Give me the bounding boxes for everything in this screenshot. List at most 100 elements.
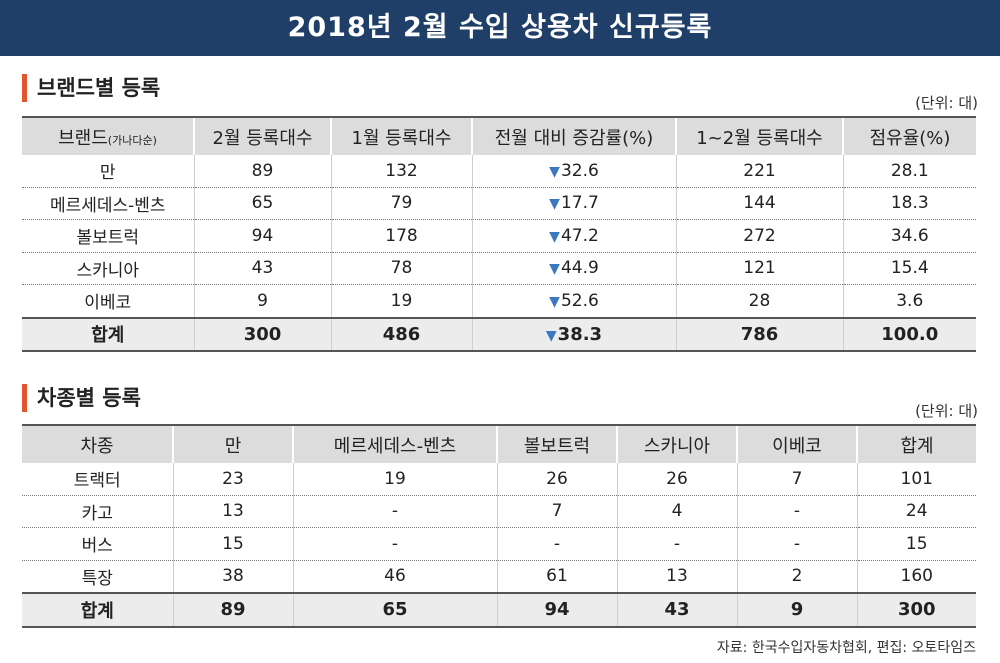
feb-count: 65 [193,187,331,220]
cell-value: 24 [856,495,976,528]
cell-value: 160 [856,560,976,594]
cell-value: 2 [736,560,857,594]
cell-value: - [292,527,497,561]
cell-value: 7 [736,463,857,496]
mom-change: ▼17.7 [471,187,676,220]
total-label: 합계 [22,592,173,628]
down-arrow-icon: ▼ [549,228,560,245]
cell-value: 26 [496,463,617,496]
cell-value: 101 [856,463,976,496]
cell-value: 13 [172,495,293,528]
down-arrow-icon: ▼ [549,163,560,180]
table-row: 볼보트럭 94 178 ▼47.2 272 34.6 [22,219,976,253]
cell-value: - [736,495,857,528]
vehicle-type: 트랙터 [22,463,173,496]
scania-col-header: 스카니아 [616,424,737,463]
mom-change: ▼47.2 [471,219,676,253]
mom-change: ▼32.6 [471,155,676,188]
jan-feb-count: 221 [675,155,843,188]
iveco-col-header: 이베코 [736,424,857,463]
jan-feb-count: 121 [675,252,843,285]
table-row: 특장 38 46 61 13 2 160 [22,560,976,594]
share: 28.1 [842,155,976,188]
table-row: 스카니아 43 78 ▼44.9 121 15.4 [22,252,976,285]
cell-value: - [292,495,497,528]
share: 3.6 [842,284,976,318]
table-row: 카고 13 - 7 4 - 24 [22,495,976,528]
mom-change: ▼44.9 [471,252,676,285]
jan-feb-count: 144 [675,187,843,220]
vehicle-type: 버스 [22,527,173,561]
feb-count: 94 [193,219,331,253]
jan-count: 78 [330,252,472,285]
share: 18.3 [842,187,976,220]
share: 15.4 [842,252,976,285]
type-col-header: 차종 [22,424,173,463]
brand-name: 스카니아 [22,252,194,285]
vehicle-type-table: 차종 만 메르세데스-벤츠 볼보트럭 스카니아 이베코 합계 트랙터 23 19… [22,424,976,628]
brand-table-header: 브랜드(가나다순) 2월 등록대수 1월 등록대수 전월 대비 증감률(%) 1… [22,116,976,155]
feb-count: 89 [193,155,331,188]
table-row: 만 89 132 ▼32.6 221 28.1 [22,155,976,188]
feb-count: 43 [193,252,331,285]
cell-value: 38 [172,560,293,594]
brand-name: 이베코 [22,284,194,318]
man-col-header: 만 [172,424,293,463]
feb-count: 300 [193,316,331,352]
cell-value: - [736,527,857,561]
vehicle-type: 특장 [22,560,173,594]
jan-count: 132 [330,155,472,188]
cell-value: 65 [292,592,497,628]
cell-value: 4 [616,495,737,528]
cell-value: - [496,527,617,561]
cell-value: 300 [856,592,976,628]
total-row: 합계 89 65 94 43 9 300 [22,592,976,628]
table-row: 메르세데스-벤츠 65 79 ▼17.7 144 18.3 [22,187,976,220]
share: 34.6 [842,219,976,253]
cell-value: 23 [172,463,293,496]
cell-value: 61 [496,560,617,594]
volvo-col-header: 볼보트럭 [496,424,617,463]
mom-change: ▼52.6 [471,284,676,318]
cell-value: 43 [616,592,737,628]
type-unit-label: (단위: 대) [915,402,978,420]
jan-feb-count-col-header: 1~2월 등록대수 [675,116,843,155]
cell-value: - [616,527,737,561]
cell-value: 46 [292,560,497,594]
table-row: 이베코 9 19 ▼52.6 28 3.6 [22,284,976,318]
share-col-header: 점유율(%) [842,116,976,155]
down-arrow-icon: ▼ [545,327,557,344]
total-row: 합계 300 486 ▼38.3 786 100.0 [22,316,976,352]
down-arrow-icon: ▼ [549,293,560,310]
cell-value: 7 [496,495,617,528]
type-section-heading: 차종별 등록 [22,384,141,412]
cell-value: 15 [856,527,976,561]
brand-col-header: 브랜드(가나다순) [22,116,194,155]
jan-count: 178 [330,219,472,253]
cell-value: 13 [616,560,737,594]
down-arrow-icon: ▼ [549,261,560,278]
brand-unit-label: (단위: 대) [915,94,978,112]
cell-value: 9 [736,592,857,628]
cell-value: 89 [172,592,293,628]
brand-name: 만 [22,155,194,188]
jan-count: 79 [330,187,472,220]
jan-feb-count: 272 [675,219,843,253]
jan-feb-count: 28 [675,284,843,318]
benz-col-header: 메르세데스-벤츠 [292,424,497,463]
table-row: 트랙터 23 19 26 26 7 101 [22,463,976,496]
share: 100.0 [842,316,976,352]
total-col-header: 합계 [856,424,976,463]
mom-change: ▼38.3 [471,316,676,352]
brand-name: 메르세데스-벤츠 [22,187,194,220]
brand-table: 브랜드(가나다순) 2월 등록대수 1월 등록대수 전월 대비 증감률(%) 1… [22,116,976,352]
page-title: 2018년 2월 수입 상용차 신규등록 [0,0,1000,56]
feb-count-col-header: 2월 등록대수 [193,116,331,155]
brand-section-heading: 브랜드별 등록 [22,74,160,102]
total-label: 합계 [22,316,194,352]
type-table-header: 차종 만 메르세데스-벤츠 볼보트럭 스카니아 이베코 합계 [22,424,976,463]
source-note: 자료: 한국수입자동차협회, 편집: 오토타임즈 [716,640,976,656]
jan-count-col-header: 1월 등록대수 [330,116,472,155]
jan-count: 486 [330,316,472,352]
vehicle-type: 카고 [22,495,173,528]
